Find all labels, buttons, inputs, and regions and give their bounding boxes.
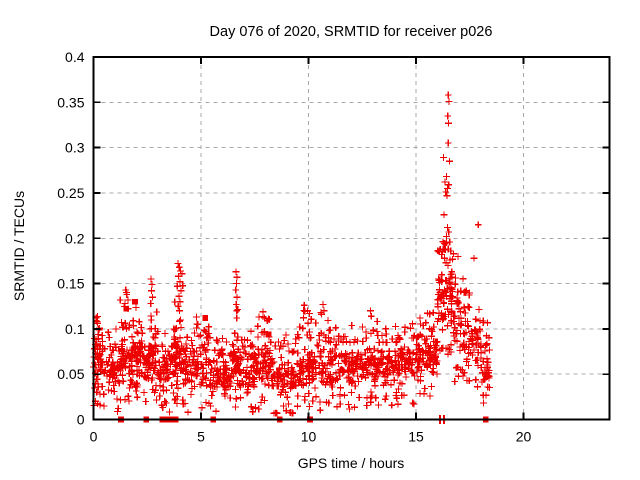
srmtid-plus-markers: [90, 91, 493, 417]
y-tick-label: 0: [77, 412, 85, 428]
y-tick-label: 0.1: [65, 321, 85, 337]
flagged-square-marker: [202, 315, 209, 321]
flagged-square-marker: [132, 298, 138, 305]
y-tick-label: 0.25: [57, 185, 84, 201]
x-tick-label: 20: [516, 429, 532, 445]
y-tick-label: 0.05: [57, 366, 84, 382]
flagged-square-marker: [265, 331, 272, 338]
y-tick-label: 0.2: [65, 230, 85, 246]
x-axis-label: GPS time / hours: [298, 455, 405, 471]
x-tick-label: 0: [90, 429, 98, 445]
tick-labels: 0 0.05 0.1 0.15 0.2 0.25 0.3 0.35 0.4 0 5 10 15 20: [57, 49, 531, 445]
y-tick-label: 0.3: [65, 140, 85, 156]
y-tick-label: 0.15: [57, 276, 84, 292]
axes-and-ticks: [92, 56, 611, 421]
x-tick-label: 10: [301, 429, 317, 445]
y-axis-label: SRMTID / TECUs: [11, 191, 27, 301]
x-tick-label: 5: [197, 429, 205, 445]
y-tick-label: 0.4: [65, 49, 85, 65]
chart-title: Day 076 of 2020, SRMTID for receiver p02…: [210, 24, 493, 40]
flagged-square-marker: [123, 306, 129, 312]
x-tick-label: 15: [408, 429, 424, 445]
y-tick-label: 0.35: [57, 94, 84, 110]
